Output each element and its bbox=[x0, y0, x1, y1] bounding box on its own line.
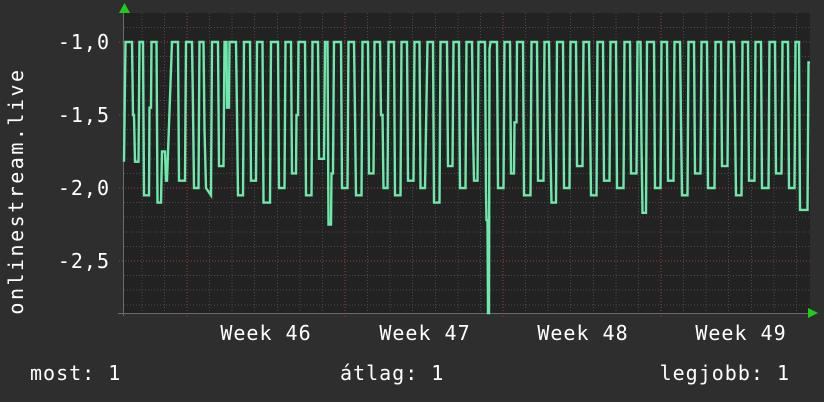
y-tick-label-2-0: -2,0 bbox=[57, 176, 110, 200]
y-tick-label-2-5: -2,5 bbox=[57, 249, 110, 273]
stat-most: most: 1 bbox=[30, 361, 122, 385]
y-axis-arrow-icon bbox=[119, 3, 130, 13]
stat-atlag: átlag: 1 bbox=[340, 361, 445, 385]
x-axis-arrow-icon bbox=[808, 308, 818, 318]
service-vertical-label: onlinestream.live bbox=[4, 67, 28, 315]
x-tick-label-week-46: Week 46 bbox=[220, 321, 312, 345]
y-tick-label-1-5: -1,5 bbox=[57, 103, 110, 127]
y-tick-label-1-0: -1,0 bbox=[57, 30, 110, 54]
x-tick-label-week-49: Week 49 bbox=[695, 321, 787, 345]
x-tick-label-week-47: Week 47 bbox=[379, 321, 471, 345]
x-tick-label-week-48: Week 48 bbox=[537, 321, 629, 345]
stat-legjobb: legjobb: 1 bbox=[659, 361, 790, 385]
data-line bbox=[122, 40, 810, 315]
